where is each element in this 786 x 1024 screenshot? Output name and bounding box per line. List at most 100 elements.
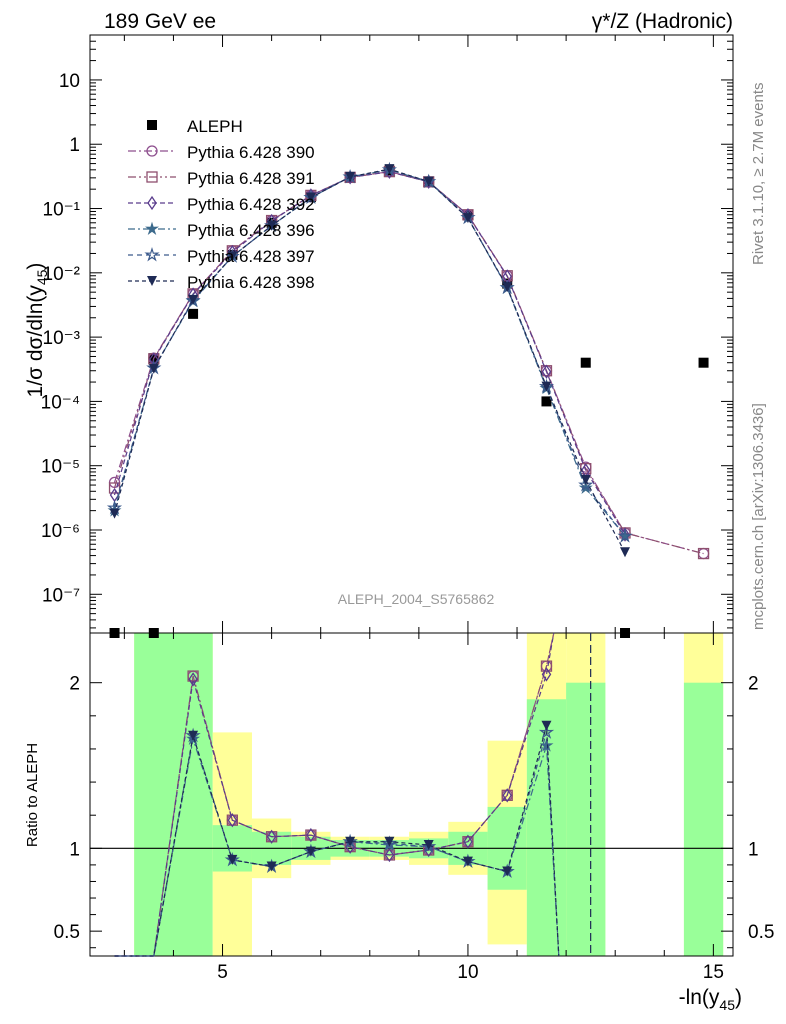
data-point	[580, 474, 591, 485]
main-y-axis-label: 1/σ dσ/dln(y45)	[24, 263, 50, 398]
legend-label: Pythia 6.428 397	[187, 247, 315, 266]
y-tick-label: 10⁻³	[43, 328, 81, 349]
legend-entry-2: Pythia 6.428 391	[128, 169, 315, 188]
rivet-label: Rivet 3.1.10, ≥ 2.7M events	[750, 83, 767, 266]
ratio-point	[188, 672, 198, 687]
ratio-point	[384, 836, 395, 847]
series-line	[113, 171, 626, 535]
band-inner-9	[526, 699, 567, 956]
ratio-frame-box	[89, 632, 734, 957]
ratio-y-tick-label-right: 0.5	[748, 922, 774, 943]
data-point	[462, 213, 473, 224]
data-point	[541, 364, 552, 379]
ratio-point	[463, 834, 473, 849]
data-point	[148, 363, 159, 374]
data-point-underflow	[109, 628, 120, 638]
y-tick-label: 10⁻²	[43, 264, 81, 285]
ratio-point	[462, 856, 473, 867]
legend-entry-1: Pythia 6.428 390	[128, 143, 315, 162]
analysis-id: ALEPH_2004_S5765862	[338, 591, 495, 607]
data-point	[617, 528, 633, 543]
data-point	[698, 357, 709, 368]
ratio-point	[266, 861, 277, 872]
band-inner-0	[134, 633, 213, 956]
ratio-point	[541, 667, 552, 682]
legend-label: Pythia 6.428 398	[187, 273, 315, 292]
legend-marker	[145, 221, 159, 235]
band-inner-11	[683, 682, 724, 956]
x-tick-label: 10	[457, 962, 478, 983]
y-tick-label: 10	[59, 71, 80, 92]
data-point-underflow	[620, 628, 631, 638]
legend-entry-4: Pythia 6.428 396	[128, 221, 315, 240]
ratio-uncertainty-bands	[134, 633, 724, 956]
data-point	[188, 294, 199, 305]
legend-entry-3: Pythia 6.428 392	[128, 195, 315, 214]
data-point	[502, 282, 513, 293]
data-point	[266, 220, 277, 231]
main-plot-frame: 10⁻⁷ 10⁻⁶ 10⁻⁵ 10⁻⁴ 10⁻³ 10⁻² 10⁻¹ 1 10	[41, 34, 734, 634]
series-line	[113, 169, 626, 537]
legend-label: Pythia 6.428 392	[187, 195, 315, 214]
ratio-point	[306, 827, 316, 843]
ratio-point	[539, 738, 554, 752]
ratio-point	[227, 813, 238, 828]
legend-label: Pythia 6.428 391	[187, 169, 315, 188]
ratio-point	[227, 854, 238, 865]
data-point	[423, 176, 434, 187]
y-tick-label: 10⁻⁷	[42, 585, 80, 606]
ratio-y-axis-label: Ratio to ALEPH	[24, 743, 41, 847]
ratio-point	[541, 720, 552, 731]
ratio-point	[345, 836, 356, 847]
data-point	[541, 396, 552, 407]
legend-label: Pythia 6.428 396	[187, 221, 315, 240]
y-tick-label: 10⁻⁴	[41, 392, 80, 413]
data-point-underflow	[148, 628, 159, 638]
ratio-point	[538, 724, 555, 739]
y-tick-label: 10⁻⁶	[41, 521, 80, 542]
ratio-point	[188, 730, 199, 741]
legend-marker	[147, 276, 157, 286]
data-point	[578, 477, 594, 492]
data-point	[541, 381, 552, 392]
legend-entry-5: Pythia 6.428 397	[128, 246, 315, 266]
legend-marker	[147, 195, 157, 211]
ratio-plot-frame: 5 10 15 0.5 0.5 1 1 2 2	[54, 621, 774, 983]
legend-marker	[147, 120, 157, 130]
y-tick-label: 10⁻¹	[43, 200, 81, 221]
header-left: 189 GeV ee	[104, 10, 216, 33]
ratio-y-tick-label-right: 2	[748, 674, 759, 695]
main-plot-series	[106, 161, 710, 638]
legend-entry-0: ALEPH	[147, 117, 243, 136]
data-point	[109, 508, 120, 519]
ratio-line	[114, 632, 555, 957]
data-point	[227, 251, 238, 262]
ratio-y-tick-label: 0.5	[54, 922, 80, 943]
data-point	[697, 547, 710, 560]
legend-marker	[144, 246, 160, 262]
data-point	[384, 164, 395, 175]
data-point	[305, 192, 316, 203]
series-6	[109, 164, 631, 558]
ratio-point	[423, 840, 434, 851]
x-tick-label: 5	[217, 962, 228, 983]
legend-marker	[146, 145, 158, 157]
legend-marker	[146, 171, 158, 183]
x-axis-label: -ln(y45)	[679, 986, 742, 1013]
ratio-y-tick-label: 2	[69, 674, 80, 695]
series-line	[113, 168, 626, 553]
legend-entry-6: Pythia 6.428 398	[128, 273, 315, 292]
ratio-point	[502, 788, 512, 803]
ratio-series-5	[114, 720, 560, 957]
data-point	[697, 547, 710, 560]
legend-label: Pythia 6.428 390	[187, 143, 315, 162]
ratio-point	[305, 846, 316, 857]
ratio-point	[384, 847, 395, 863]
ratio-y-tick-label: 1	[69, 839, 80, 860]
mcplots-label: mcplots.cern.ch [arXiv:1306.3436]	[750, 403, 767, 630]
y-tick-label: 10⁻⁵	[41, 457, 80, 478]
legend: ALEPH Pythia 6.428 390 Pythia 6.428 391 Pyt…	[128, 117, 315, 292]
ratio-plot-series	[114, 632, 592, 957]
band-inner-10	[566, 682, 606, 956]
